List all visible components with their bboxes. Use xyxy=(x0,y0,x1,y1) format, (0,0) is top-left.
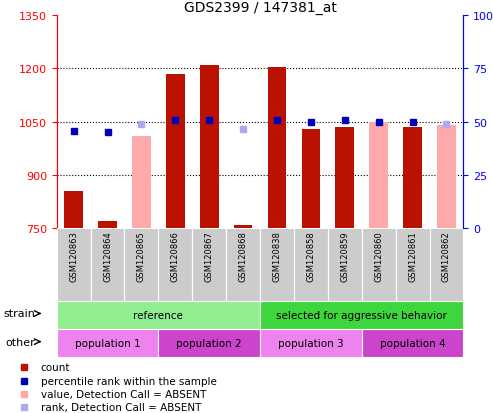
Text: population 3: population 3 xyxy=(278,338,344,348)
Bar xyxy=(192,229,226,301)
Bar xyxy=(57,301,260,329)
Bar xyxy=(362,329,463,357)
Bar xyxy=(158,229,192,301)
Text: selected for aggressive behavior: selected for aggressive behavior xyxy=(276,310,447,320)
Text: percentile rank within the sample: percentile rank within the sample xyxy=(40,376,216,386)
Bar xyxy=(226,229,260,301)
Text: population 2: population 2 xyxy=(176,338,242,348)
Bar xyxy=(57,229,91,301)
Text: rank, Detection Call = ABSENT: rank, Detection Call = ABSENT xyxy=(40,402,201,413)
Bar xyxy=(369,122,388,229)
Bar xyxy=(429,229,463,301)
Bar xyxy=(57,329,158,357)
Bar xyxy=(335,128,354,229)
Text: GSM120868: GSM120868 xyxy=(239,231,247,282)
Text: GSM120862: GSM120862 xyxy=(442,231,451,282)
Text: GSM120863: GSM120863 xyxy=(69,231,78,282)
Bar xyxy=(437,126,456,229)
Bar xyxy=(260,301,463,329)
Bar xyxy=(328,229,362,301)
Text: reference: reference xyxy=(134,310,183,320)
Bar xyxy=(91,229,124,301)
Bar xyxy=(302,130,320,229)
Text: strain: strain xyxy=(3,309,35,319)
Bar xyxy=(260,329,362,357)
Text: GSM120859: GSM120859 xyxy=(340,231,350,282)
Bar xyxy=(98,222,117,229)
Text: GSM120838: GSM120838 xyxy=(273,231,282,282)
Text: GSM120858: GSM120858 xyxy=(306,231,316,282)
Text: GSM120861: GSM120861 xyxy=(408,231,417,282)
Text: GSM120866: GSM120866 xyxy=(171,231,180,282)
Text: value, Detection Call = ABSENT: value, Detection Call = ABSENT xyxy=(40,389,206,399)
Bar xyxy=(395,229,429,301)
Text: other: other xyxy=(5,337,35,347)
Bar xyxy=(260,229,294,301)
Text: GSM120865: GSM120865 xyxy=(137,231,146,282)
Bar xyxy=(124,229,158,301)
Bar xyxy=(166,75,185,229)
Bar xyxy=(200,66,218,229)
Text: population 1: population 1 xyxy=(75,338,141,348)
Bar xyxy=(403,128,422,229)
Text: GSM120860: GSM120860 xyxy=(374,231,383,282)
Text: population 4: population 4 xyxy=(380,338,445,348)
Bar xyxy=(362,229,395,301)
Bar xyxy=(132,137,151,229)
Text: GSM120864: GSM120864 xyxy=(103,231,112,282)
Text: count: count xyxy=(40,362,70,372)
Bar xyxy=(294,229,328,301)
Text: GSM120867: GSM120867 xyxy=(205,231,214,282)
Bar xyxy=(64,192,83,229)
Bar xyxy=(158,329,260,357)
Title: GDS2399 / 147381_at: GDS2399 / 147381_at xyxy=(183,1,337,15)
Bar xyxy=(234,225,252,229)
Bar xyxy=(268,67,286,229)
